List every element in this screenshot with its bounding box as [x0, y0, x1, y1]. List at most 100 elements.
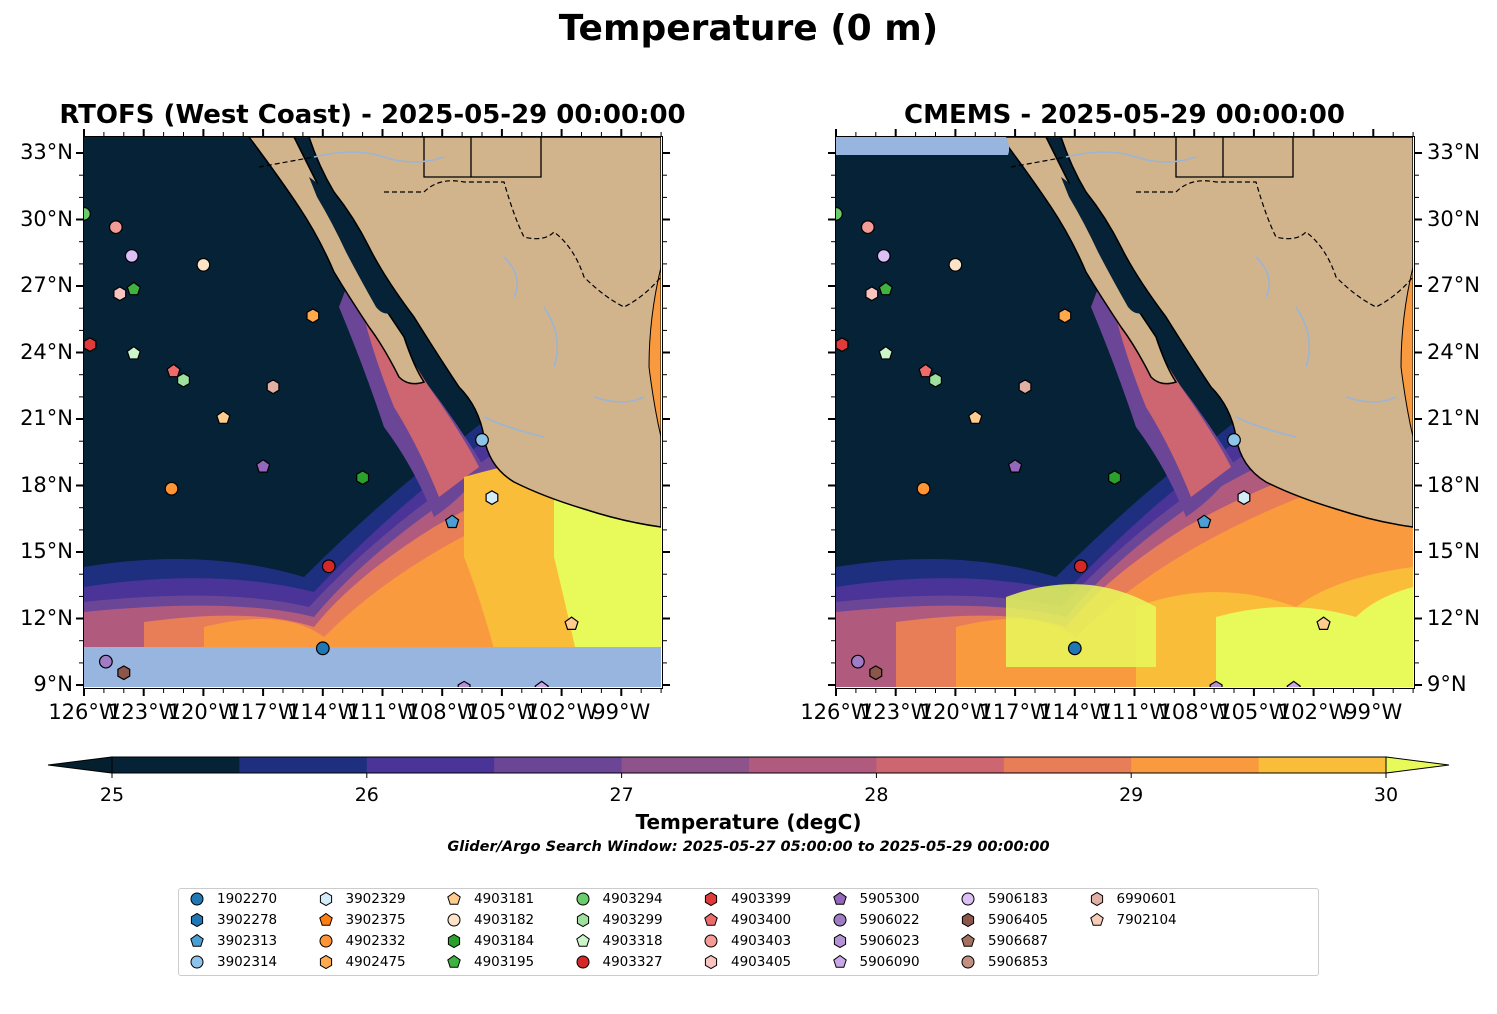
legend-marker-circle-icon — [190, 955, 204, 969]
legend-label: 4903318 — [602, 933, 663, 949]
legend-item-4903318: 4903318 — [575, 933, 663, 949]
float-marker-1902270 — [315, 641, 330, 656]
float-marker-5906090 — [1286, 680, 1301, 687]
legend-marker-circle-icon — [961, 892, 975, 906]
legend-item-4903181: 4903181 — [446, 891, 534, 907]
legend-label: 5906853 — [988, 954, 1049, 970]
colorbar-segment — [1131, 757, 1260, 773]
legend-item-4902332: 4902332 — [318, 933, 406, 949]
legend-item-4903400: 4903400 — [703, 912, 791, 928]
lat-tick-cmems-3: 24°N — [1427, 339, 1480, 364]
legend-item-4903327: 4903327 — [575, 954, 663, 970]
legend-marker-hexagon-icon — [576, 912, 589, 928]
legend-label: 4902475 — [345, 954, 406, 970]
lat-tick-rtofs-5: 18°N — [20, 472, 73, 497]
lat-tick-cmems-8: 9°N — [1427, 672, 1467, 696]
legend-label: 4903327 — [602, 954, 663, 970]
legend-item-3902278: 3902278 — [189, 912, 277, 928]
legend-item-5906022: 5906022 — [832, 912, 920, 928]
float-marker-6990601 — [266, 379, 280, 395]
float-marker-4903181 — [216, 410, 231, 424]
legend-marker-pentagon-icon — [704, 912, 718, 926]
lon-tick-cmems-4: 114°W — [1039, 700, 1111, 724]
legend-marker-pentagon-icon — [318, 912, 333, 926]
legend-item-4903195: 4903195 — [446, 954, 534, 970]
float-marker-4903181 — [968, 410, 983, 424]
float-marker-3902313 — [444, 514, 460, 529]
legend-marker-pentagon-icon — [575, 933, 590, 947]
lat-tick-cmems-1: 30°N — [1427, 206, 1480, 231]
figure-title: Temperature (0 m) — [558, 8, 939, 49]
colorbar-segment — [239, 757, 368, 773]
legend-marker-pentagon-icon — [447, 954, 461, 968]
float-marker-3902314 — [1227, 433, 1241, 447]
colorbar-label: Temperature (degC) — [635, 810, 862, 834]
legend-label: 4903299 — [602, 912, 663, 928]
lat-tick-rtofs-8: 9°N — [33, 672, 73, 696]
colorbar-tick-label: 30 — [1373, 784, 1399, 806]
legend-item-5906023: 5906023 — [832, 933, 920, 949]
lat-tick-rtofs-0: 33°N — [20, 140, 73, 164]
float-marker-4903318 — [126, 345, 141, 360]
legend-item-4902475: 4902475 — [318, 954, 406, 970]
legend-item-3902313: 3902313 — [189, 933, 277, 949]
float-marker-4903327 — [321, 559, 336, 574]
lon-tick-rtofs-1: 123°W — [108, 700, 180, 724]
colorbar-tick-label: 26 — [354, 784, 379, 806]
lat-tick-rtofs-4: 21°N — [20, 406, 73, 430]
legend-item-5906090: 5906090 — [832, 954, 920, 970]
legend-marker-pentagon-icon — [190, 933, 204, 947]
lat-tick-rtofs-1: 30°N — [20, 206, 73, 231]
float-marker-4903182 — [196, 257, 211, 272]
float-marker-4902332 — [916, 481, 931, 496]
map-cmems — [835, 136, 1415, 689]
float-marker-5906022 — [98, 654, 113, 669]
legend-item-3902375: 3902375 — [318, 912, 406, 928]
legend-marker-pentagon-icon — [832, 891, 847, 905]
legend-marker-hexagon-icon — [961, 912, 975, 928]
lon-tick-rtofs-7: 105°W — [466, 700, 538, 724]
float-marker-5906023 — [457, 680, 471, 687]
legend-item-5906183: 5906183 — [960, 891, 1048, 907]
lat-tick-rtofs-7: 12°N — [20, 605, 73, 630]
float-marker-4903294 — [84, 206, 91, 221]
legend-marker-hexagon-icon — [319, 954, 332, 970]
legend-label: 4903294 — [602, 891, 663, 907]
legend-item-5906687: 5906687 — [960, 933, 1048, 949]
lon-tick-cmems-2: 120°W — [919, 700, 992, 724]
legend-label: 5905300 — [859, 891, 920, 907]
legend-label: 4903184 — [474, 933, 535, 949]
search-window-note: Glider/Argo Search Window: 2025-05-27 05… — [447, 839, 1050, 855]
lat-tick-rtofs-3: 24°N — [20, 339, 73, 364]
lon-tick-rtofs-2: 120°W — [167, 700, 240, 724]
lat-tick-cmems-2: 27°N — [1427, 273, 1480, 297]
legend-label: 4903400 — [731, 912, 792, 928]
colorbar-segment — [366, 757, 495, 773]
float-marker-4903400 — [166, 363, 181, 378]
legend-label: 4903399 — [731, 891, 792, 907]
float-marker-1902270 — [1067, 641, 1082, 656]
float-marker-4903195 — [878, 281, 893, 296]
panel-title-rtofs: RTOFS (West Coast) - 2025-05-29 00:00:00 — [59, 100, 686, 130]
lon-tick-rtofs-6: 108°W — [406, 700, 478, 724]
float-marker-4903318 — [878, 345, 893, 360]
float-marker-4902475 — [1058, 308, 1072, 324]
legend-marker-hexagon-icon — [447, 933, 461, 949]
float-marker-5905300 — [1007, 459, 1023, 473]
float-marker-5906022 — [850, 654, 865, 669]
legend-marker-hexagon-icon — [190, 912, 204, 928]
float-marker-6990601 — [1018, 379, 1032, 395]
lon-tick-cmems-8: 102°W — [1277, 700, 1350, 724]
float-marker-4902475 — [306, 308, 320, 324]
float-marker-3902314 — [475, 433, 489, 447]
legend-item-5906405: 5906405 — [960, 912, 1048, 928]
legend-label: 4903181 — [474, 891, 535, 907]
float-marker-4903182 — [948, 257, 963, 272]
float-marker-4903184 — [1108, 470, 1122, 486]
legend-label: 7902104 — [1116, 912, 1177, 928]
legend-item-1902270: 1902270 — [189, 891, 277, 907]
legend-item-5905300: 5905300 — [832, 891, 920, 907]
lon-tick-cmems-1: 123°W — [860, 700, 932, 724]
colorbar-segment — [112, 757, 240, 773]
legend-label: 3902375 — [345, 912, 406, 928]
